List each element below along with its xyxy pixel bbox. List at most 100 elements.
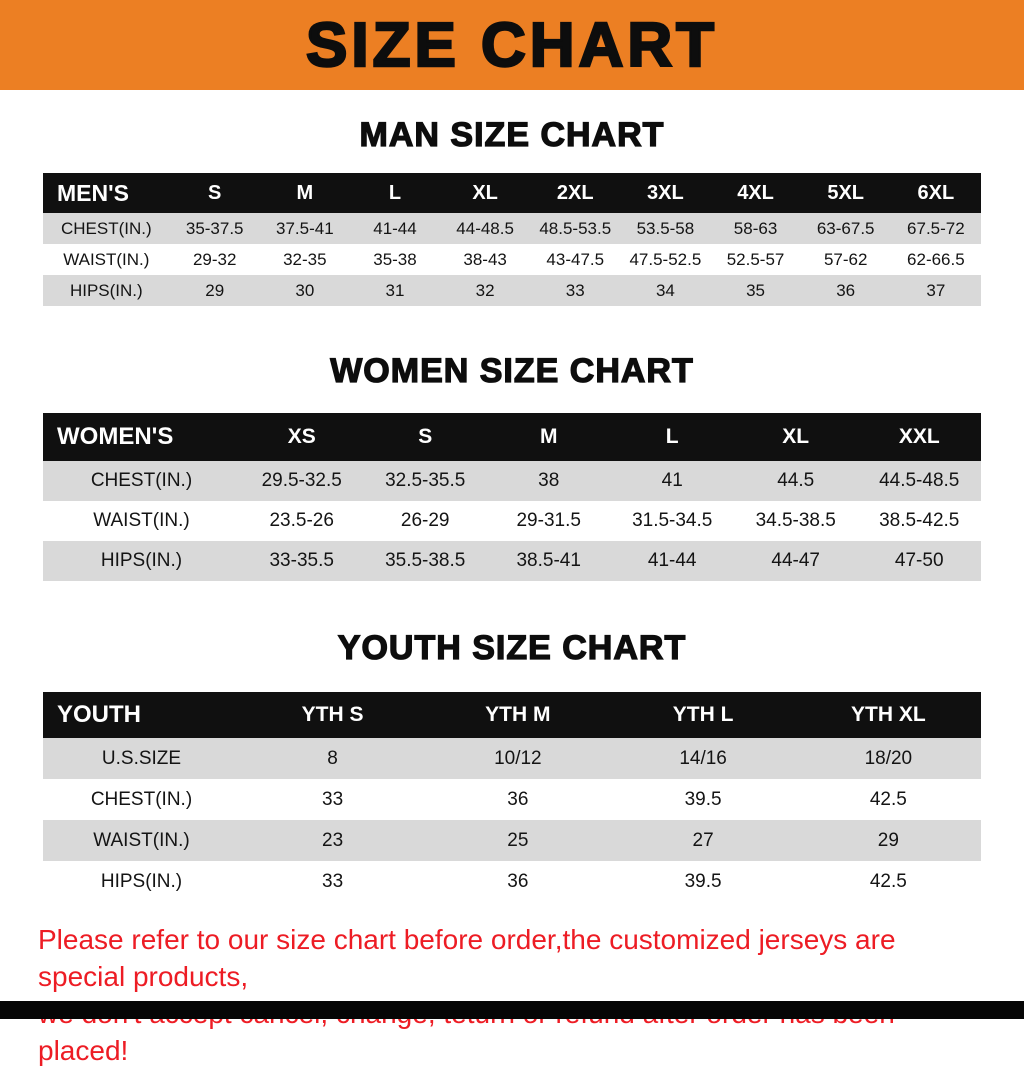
- size-value-cell: 37.5-41: [276, 218, 334, 238]
- size-value-cell: 14/16: [679, 747, 727, 769]
- size-value-cell: 38.5-41: [516, 550, 581, 571]
- youth-section-title: YOUTH SIZE CHART: [337, 628, 687, 667]
- size-value-cell: 43-47.5: [546, 249, 605, 269]
- women-section-title: WOMEN SIZE CHART: [330, 351, 694, 390]
- size-value-cell: 36: [836, 280, 856, 300]
- size-value-cell: 23: [322, 829, 344, 851]
- size-value-cell: 32-35: [283, 249, 327, 269]
- size-column-header: XXL: [898, 425, 940, 448]
- table-row: CHEST(IN.) 33 36 39.5 42.5: [43, 779, 981, 820]
- table-row: WAIST(IN.) 29-32 32-35 35-38 38-43 43-47.5 47.…: [43, 244, 981, 275]
- table-row: HIPS(IN.) 33-35.5 35.5-38.5 38.5-41 41-44 44-…: [43, 541, 981, 581]
- size-value-cell: 27: [692, 829, 714, 851]
- table-corner-label: WOMEN'S: [57, 423, 174, 450]
- row-label: HIPS(IN.): [100, 870, 183, 892]
- note-line-1: Please refer to our size chart before or…: [38, 924, 896, 992]
- size-value-cell: 29-32: [192, 249, 237, 269]
- table-corner-label: YOUTH: [57, 701, 141, 728]
- size-value-cell: 38-43: [463, 249, 507, 269]
- size-value-cell: 36: [507, 788, 529, 810]
- size-value-cell: 44-48.5: [456, 218, 514, 238]
- size-value-cell: 10/12: [494, 747, 542, 769]
- table-row: HIPS(IN.) 29 30 31 32 33 34 35 36 37: [43, 275, 981, 306]
- size-value-cell: 53.5-58: [636, 218, 695, 238]
- size-column-header: XS: [287, 425, 316, 448]
- size-column-header: S: [208, 181, 222, 204]
- table-row: WAIST(IN.) 23.5-26 26-29 29-31.5 31.5-34.5 34…: [43, 501, 981, 541]
- size-column-header: 2XL: [556, 181, 594, 204]
- size-value-cell: 35.5-38.5: [385, 550, 466, 571]
- size-value-cell: 39.5: [684, 788, 722, 810]
- size-value-cell: 41: [661, 470, 683, 491]
- size-value-cell: 47.5-52.5: [629, 249, 702, 269]
- youth-size-table: YOUTH YTH S YTH M YTH L YTH XL U.S.SIZE 8 10/12…: [43, 692, 981, 902]
- size-column-header: L: [388, 181, 402, 204]
- size-value-cell: 44.5-48.5: [879, 470, 960, 491]
- size-value-cell: 32.5-35.5: [385, 470, 466, 491]
- banner: SIZE CHART: [0, 0, 1024, 90]
- row-label: WAIST(IN.): [93, 829, 190, 851]
- table-header-row: YOUTH YTH S YTH M YTH L YTH XL: [43, 692, 981, 738]
- size-column-header: M: [539, 425, 558, 448]
- size-value-cell: 36: [507, 870, 529, 892]
- size-value-cell: 57-62: [823, 249, 868, 269]
- row-label: U.S.SIZE: [101, 747, 182, 769]
- table-row: CHEST(IN.) 35-37.5 37.5-41 41-44 44-48.5 48.5…: [43, 213, 981, 244]
- table-header-row: MEN'S S M L XL 2XL 3XL 4XL 5XL 6XL: [43, 173, 981, 213]
- size-value-cell: 67.5-72: [907, 218, 965, 238]
- size-value-cell: 25: [507, 829, 529, 851]
- size-column-header: 6XL: [917, 181, 955, 204]
- size-value-cell: 31.5-34.5: [632, 510, 713, 531]
- size-value-cell: 35-37.5: [185, 218, 244, 238]
- women-size-table: WOMEN'S XS S M L XL XXL CHEST(IN.) 29.5-32.5 32.5…: [43, 413, 981, 581]
- size-value-cell: 26-29: [400, 510, 450, 531]
- size-column-header: S: [418, 425, 433, 448]
- table-row: CHEST(IN.) 29.5-32.5 32.5-35.5 38 41 44.5 44.5…: [43, 461, 981, 501]
- size-column-header: L: [665, 425, 679, 448]
- size-value-cell: 37: [926, 280, 946, 300]
- row-label: WAIST(IN.): [63, 249, 150, 269]
- man-section-title: MAN SIZE CHART: [359, 115, 665, 154]
- size-value-cell: 29: [877, 829, 899, 851]
- size-value-cell: 35: [746, 280, 765, 300]
- footer-note: Please refer to our size chart before or…: [38, 922, 986, 1070]
- size-value-cell: 38: [538, 470, 560, 491]
- size-value-cell: 33: [322, 870, 344, 892]
- size-value-cell: 42.5: [869, 870, 907, 892]
- table-row: HIPS(IN.) 33 36 39.5 42.5: [43, 861, 981, 902]
- table-header-row: WOMEN'S XS S M L XL XXL: [43, 413, 981, 461]
- row-label: WAIST(IN.): [93, 510, 190, 531]
- table-row: U.S.SIZE 8 10/12 14/16 18/20: [43, 738, 981, 779]
- size-column-header: YTH L: [672, 703, 734, 726]
- table-row: WAIST(IN.) 23 25 27 29: [43, 820, 981, 861]
- size-column-header: M: [296, 181, 314, 204]
- size-value-cell: 52.5-57: [726, 249, 785, 269]
- youth-size-section: YOUTH SIZE CHART YOUTH YTH S YTH M YTH L YTH…: [0, 628, 1024, 902]
- size-value-cell: 18/20: [864, 747, 913, 769]
- size-value-cell: 38.5-42.5: [879, 510, 960, 531]
- row-label: CHEST(IN.): [90, 470, 193, 491]
- size-value-cell: 33-35.5: [269, 550, 334, 571]
- size-value-cell: 62-66.5: [907, 249, 965, 269]
- size-value-cell: 63-67.5: [816, 218, 875, 238]
- size-value-cell: 34: [655, 280, 675, 300]
- size-value-cell: 47-50: [894, 550, 944, 571]
- size-value-cell: 39.5: [684, 870, 722, 892]
- size-column-header: 3XL: [647, 181, 684, 204]
- size-column-header: YTH M: [485, 703, 551, 726]
- size-column-header: 4XL: [737, 181, 774, 204]
- size-value-cell: 44.5: [777, 470, 815, 491]
- man-size-table: MEN'S S M L XL 2XL 3XL 4XL 5XL 6XL CHEST(IN.) 35-37…: [43, 173, 981, 306]
- row-label: HIPS(IN.): [100, 550, 183, 571]
- size-column-header: XL: [472, 181, 498, 204]
- size-value-cell: 33: [322, 788, 344, 810]
- size-value-cell: 42.5: [869, 788, 907, 810]
- size-value-cell: 23.5-26: [269, 510, 334, 531]
- size-value-cell: 29-31.5: [516, 510, 581, 531]
- size-value-cell: 29: [205, 280, 225, 300]
- size-value-cell: 41-44: [647, 550, 697, 571]
- bottom-bar: [0, 1001, 1024, 1019]
- row-label: HIPS(IN.): [69, 280, 143, 300]
- size-value-cell: 33: [565, 280, 585, 300]
- size-column-header: YTH XL: [851, 703, 926, 726]
